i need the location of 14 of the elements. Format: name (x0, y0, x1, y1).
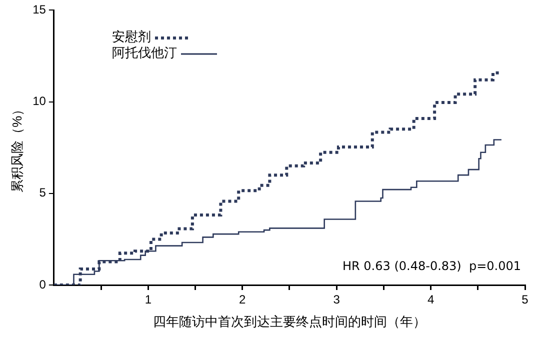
x-axis-title: 四年随访中首次到达主要终点时间的时间（年） (152, 314, 426, 329)
y-tick-label: 15 (32, 2, 46, 17)
y-axis-title: 累积风险（%） (9, 102, 24, 192)
legend-label: 安慰剂 (112, 30, 151, 46)
annotation: HR 0.63 (0.48-0.83) p=0.001 (342, 259, 521, 274)
x-tick-label: 4 (427, 292, 434, 307)
y-tick-label: 5 (39, 186, 46, 200)
x-tick-label: 3 (333, 292, 340, 307)
x-tick-label: 5 (522, 292, 529, 307)
y-tick-label: 10 (32, 94, 46, 108)
x-tick-label: 1 (144, 292, 152, 307)
legend-label: 阿托伐他汀 (112, 46, 177, 62)
y-tick-label: 0 (39, 277, 46, 292)
x-tick-label: 2 (239, 292, 246, 307)
